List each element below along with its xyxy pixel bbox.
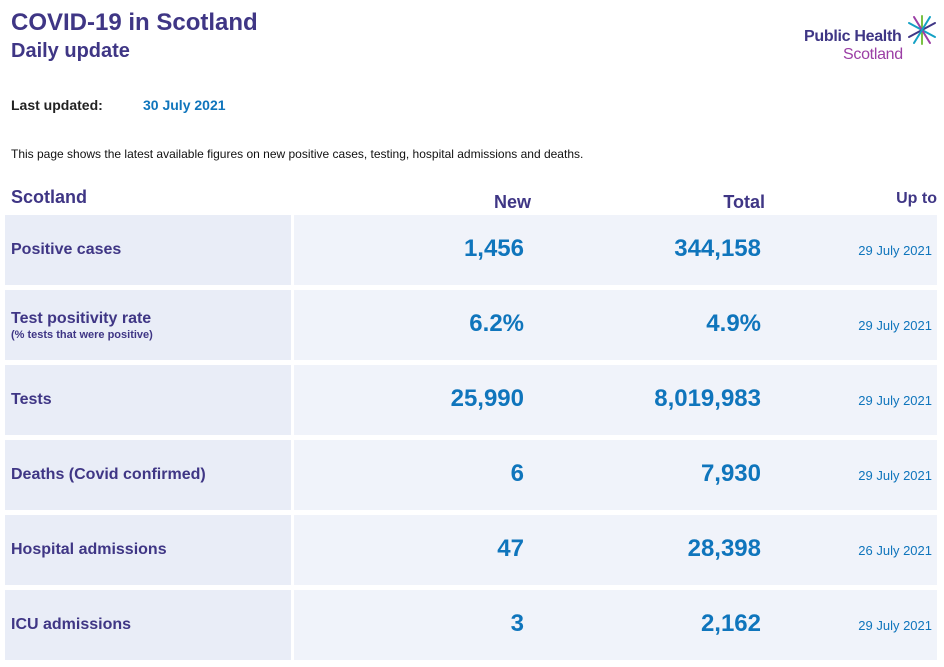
row-label: Test positivity rate: [11, 310, 152, 327]
page-title: COVID-19 in Scotland: [11, 9, 258, 36]
intro-text: This page shows the latest available fig…: [11, 147, 584, 161]
row-new-value: 25,990: [450, 385, 524, 412]
row-upto-date: 29 July 2021: [858, 468, 932, 483]
row-new-value: 6: [510, 460, 524, 487]
row-upto-date: 29 July 2021: [858, 393, 932, 408]
row-value-cell: [294, 290, 937, 360]
row-new-value: 3: [510, 610, 524, 637]
public-health-scotland-logo: Public Health Scotland: [804, 14, 939, 64]
row-label-cell: [5, 515, 291, 585]
logo-text-line1: Public Health: [804, 28, 902, 45]
row-label: ICU admissions: [11, 616, 132, 633]
row-total-value: 4.9%: [706, 310, 761, 337]
row-upto-date: 26 July 2021: [858, 543, 932, 558]
row-new-value: 6.2%: [469, 310, 524, 337]
row-total-value: 28,398: [687, 535, 761, 562]
table-header-new: New: [493, 192, 531, 212]
last-updated-value: 30 July 2021: [143, 97, 226, 113]
table-row-icu-admissions: ICU admissions 3 2,162 29 July 2021: [5, 590, 937, 660]
table-row-tests: Tests 25,990 8,019,983 29 July 2021: [5, 365, 937, 435]
row-label: Tests: [11, 391, 52, 408]
row-label: Hospital admissions: [11, 541, 167, 558]
row-new-value: 47: [497, 535, 524, 562]
last-updated-label: Last updated:: [11, 97, 103, 113]
row-label-cell: [5, 290, 291, 360]
page-subtitle: Daily update: [11, 40, 130, 62]
row-sublabel: (% tests that were positive): [11, 329, 153, 341]
table-row-positive-cases: Positive cases 1,456 344,158 29 July 202…: [5, 215, 937, 285]
row-upto-date: 29 July 2021: [858, 618, 932, 633]
row-label: Deaths (Covid confirmed): [11, 466, 206, 483]
row-total-value: 8,019,983: [654, 385, 761, 412]
row-label: Positive cases: [11, 241, 122, 258]
row-label-cell: [5, 590, 291, 660]
row-total-value: 344,158: [674, 235, 761, 262]
row-value-cell: [294, 515, 937, 585]
table-header-total: Total: [723, 192, 765, 212]
star-burst-icon: [908, 15, 936, 45]
table-header-upto: Up to: [896, 190, 937, 207]
row-total-value: 7,930: [700, 460, 761, 487]
row-value-cell: [294, 215, 937, 285]
table-row-test-positivity: Test positivity rate (% tests that were …: [5, 290, 937, 360]
row-upto-date: 29 July 2021: [858, 243, 932, 258]
row-new-value: 1,456: [463, 235, 524, 262]
row-label-cell: [5, 440, 291, 510]
table-row-deaths: Deaths (Covid confirmed) 6 7,930 29 July…: [5, 440, 937, 510]
table-header-area: Scotland: [11, 187, 88, 207]
row-total-value: 2,162: [700, 610, 761, 637]
row-value-cell: [294, 440, 937, 510]
row-value-cell: [294, 590, 937, 660]
row-value-cell: [294, 365, 937, 435]
logo-text-line2: Scotland: [843, 46, 903, 63]
row-label-cell: [5, 215, 291, 285]
row-upto-date: 29 July 2021: [858, 318, 932, 333]
table-row-hospital-admissions: Hospital admissions 47 28,398 26 July 20…: [5, 515, 937, 585]
row-label-cell: [5, 365, 291, 435]
